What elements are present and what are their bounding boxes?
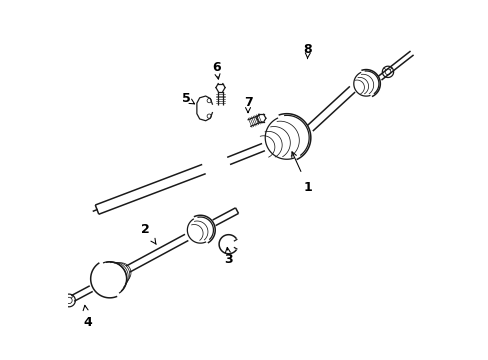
Text: 3: 3 — [224, 247, 232, 266]
Text: 7: 7 — [243, 96, 252, 113]
Text: 4: 4 — [83, 305, 92, 329]
Text: 1: 1 — [291, 152, 312, 194]
Text: 6: 6 — [211, 60, 220, 79]
Text: 8: 8 — [303, 43, 312, 59]
Text: 5: 5 — [182, 93, 194, 105]
Text: 2: 2 — [141, 223, 156, 244]
